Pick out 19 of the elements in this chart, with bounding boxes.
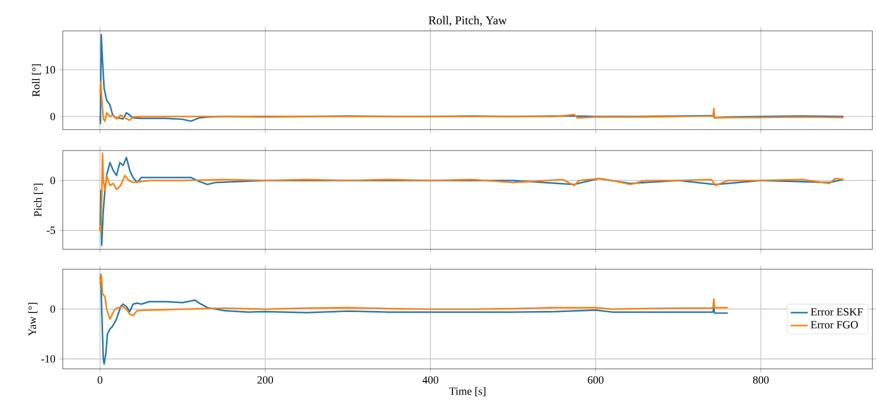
- legend-label: Error ESKF: [810, 308, 863, 316]
- y-tick-label: 0: [50, 176, 56, 184]
- y-tick-label: 0: [50, 305, 56, 313]
- y-tick-label: -5: [46, 226, 56, 234]
- y-axis-title: Yaw [°]: [28, 302, 38, 336]
- line-series: [99, 152, 844, 234]
- chart-title: Roll, Pitch, Yaw: [428, 16, 507, 26]
- x-tick-label: 200: [257, 376, 274, 384]
- y-axis-title: Roll [°]: [32, 64, 41, 97]
- x-tick-label: 0: [98, 376, 102, 384]
- y-tick-label: -10: [41, 355, 56, 363]
- y-axis-title: Pich [°]: [34, 184, 43, 217]
- x-tick-label: 400: [422, 376, 438, 384]
- x-tick-label: 800: [753, 376, 769, 384]
- legend-label: Error FGO: [810, 321, 858, 329]
- x-tick-label: 600: [588, 376, 604, 384]
- y-tick-label: 10: [45, 66, 56, 74]
- x-axis-title: Time [s]: [449, 387, 486, 396]
- y-tick-label: 0: [50, 112, 56, 120]
